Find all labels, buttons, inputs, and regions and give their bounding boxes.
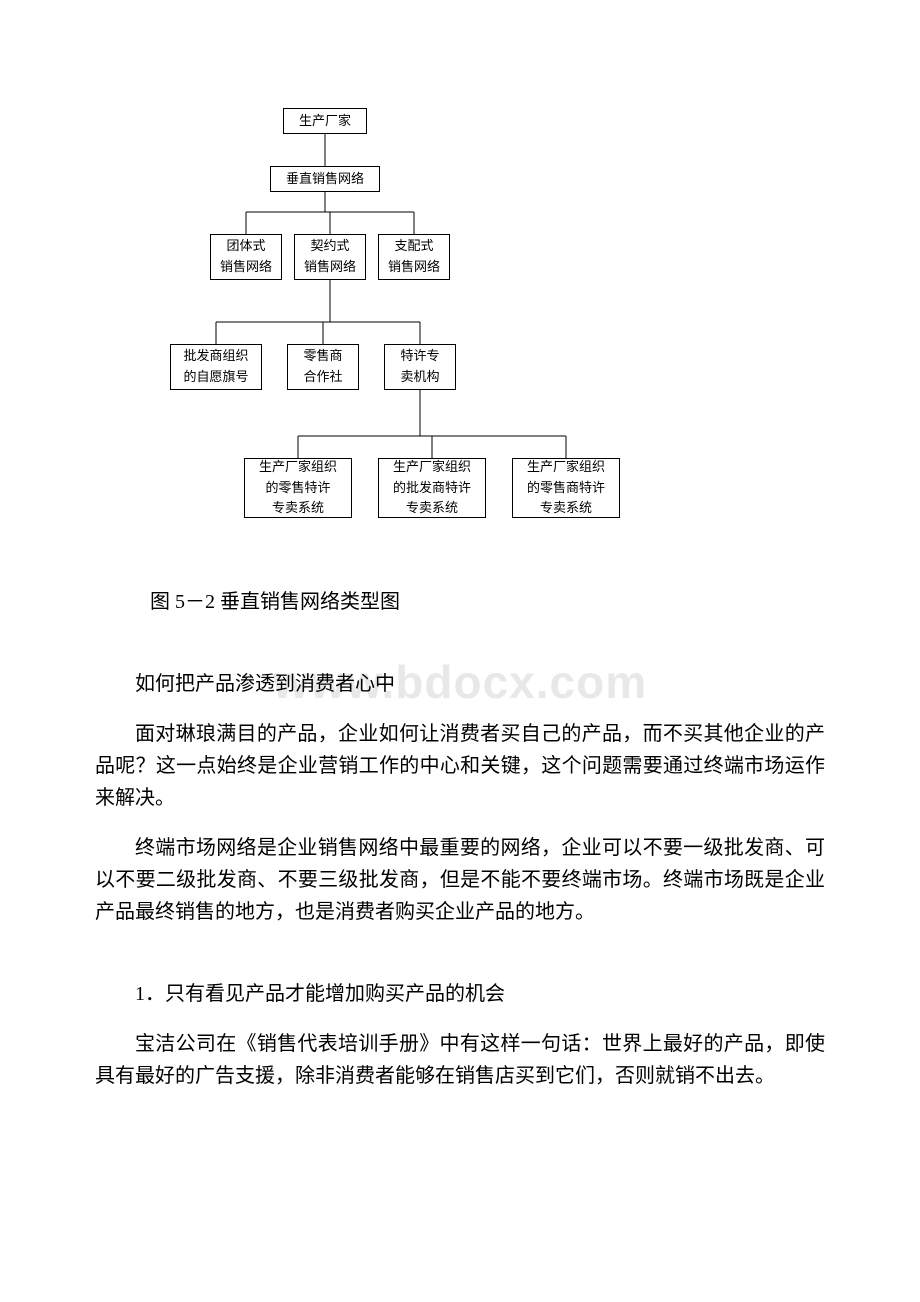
diagram-node: 契约式销售网络	[294, 234, 366, 280]
diagram-node: 生产厂家组织的批发商特许专卖系统	[378, 458, 486, 518]
paragraph-heading-2: 1．只有看见产品才能增加购买产品的机会	[95, 978, 825, 1010]
diagram-node: 生产厂家组织的零售特许专卖系统	[244, 458, 352, 518]
diagram-node: 团体式销售网络	[210, 234, 282, 280]
diagram-node: 特许专卖机构	[384, 344, 456, 390]
figure-caption: 图 5－2 垂直销售网络类型图	[150, 585, 400, 614]
paragraph-body-2: 终端市场网络是企业销售网络中最重要的网络，企业可以不要一级批发商、可以不要二级批…	[95, 832, 825, 928]
diagram-node: 支配式销售网络	[378, 234, 450, 280]
paragraph-body-1: 面对琳琅满目的产品，企业如何让消费者买自己的产品，而不买其他企业的产品呢？这一点…	[95, 718, 825, 814]
diagram-node: 生产厂家组织的零售商特许专卖系统	[512, 458, 620, 518]
tree-diagram: 生产厂家垂直销售网络团体式销售网络契约式销售网络支配式销售网络批发商组织的自愿旗…	[170, 100, 720, 570]
diagram-node: 垂直销售网络	[270, 166, 380, 192]
diagram-node: 批发商组织的自愿旗号	[170, 344, 262, 390]
diagram-node: 零售商合作社	[287, 344, 359, 390]
diagram-node: 生产厂家	[283, 108, 367, 134]
body-text: 如何把产品渗透到消费者心中 面对琳琅满目的产品，企业如何让消费者买自己的产品，而…	[95, 650, 825, 1092]
paragraph-heading-1: 如何把产品渗透到消费者心中	[95, 668, 825, 700]
paragraph-body-3: 宝洁公司在《销售代表培训手册》中有这样一句话：世界上最好的产品，即使具有最好的广…	[95, 1028, 825, 1092]
